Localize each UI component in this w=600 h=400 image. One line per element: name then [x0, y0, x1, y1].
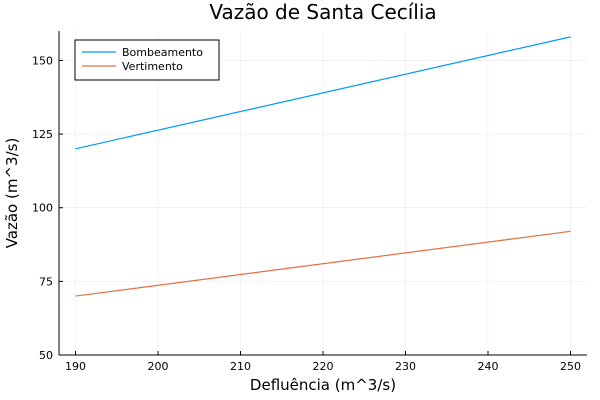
- series-line-vertimento: [75, 230, 571, 297]
- x-tick-label: 190: [65, 360, 86, 373]
- chart-title: Vazão de Santa Cecília: [209, 0, 436, 24]
- series: [75, 36, 571, 297]
- y-tick-label: 125: [32, 128, 53, 141]
- x-tick-label: 240: [478, 360, 499, 373]
- y-tick-label: 50: [39, 349, 53, 362]
- y-tick-label: 100: [32, 202, 53, 215]
- x-tick-label: 210: [230, 360, 251, 373]
- x-tick-label: 220: [313, 360, 334, 373]
- x-tick-label: 230: [395, 360, 416, 373]
- ticks: 190 200 210 220 230 240 250 50 75 100 125 150: [32, 54, 581, 373]
- legend-label-bombeamento: Bombeamento: [122, 46, 203, 59]
- x-tick-label: 200: [148, 360, 169, 373]
- legend-label-vertimento: Vertimento: [122, 60, 183, 73]
- legend-box: [74, 39, 220, 81]
- series-line-bombeamento: [75, 36, 571, 150]
- y-tick-label: 150: [32, 54, 53, 67]
- x-tick-label: 250: [560, 360, 581, 373]
- y-tick-label: 75: [39, 275, 53, 288]
- x-axis-label: Defluência (m^3/s): [250, 376, 396, 394]
- y-axis-label: Vazão (m^3/s): [3, 138, 21, 249]
